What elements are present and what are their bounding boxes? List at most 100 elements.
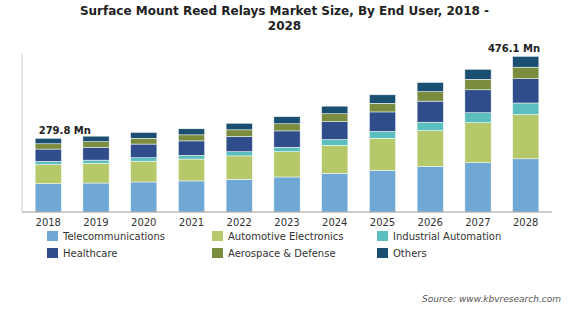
annotation: 279.8 Mn <box>39 125 91 136</box>
bar-segment <box>274 152 300 177</box>
bar-segment <box>226 156 252 179</box>
bar-segment <box>513 103 539 115</box>
bar-segment <box>417 166 443 212</box>
bar-segment <box>35 138 61 143</box>
legend-swatch <box>47 231 58 241</box>
x-tick-label: 2022 <box>227 217 252 228</box>
bar-segment <box>131 144 157 158</box>
title-line: 2028 <box>268 19 301 33</box>
x-axis <box>22 212 552 213</box>
bar-segment <box>178 155 204 159</box>
bar-segment <box>369 112 395 131</box>
bar-segment <box>226 136 252 151</box>
bar-segment <box>226 179 252 212</box>
bar-segment <box>35 149 61 161</box>
bar-segment <box>131 138 157 144</box>
source: Source: www.kbvresearch.com <box>422 294 561 304</box>
bar-segment <box>35 165 61 184</box>
bar-segment <box>178 159 204 181</box>
bar-segment <box>274 147 300 151</box>
bar-segment <box>226 130 252 137</box>
bar-segment <box>178 141 204 155</box>
bar-segment <box>417 82 443 91</box>
bar-segment <box>131 132 157 138</box>
bar-segment <box>465 90 491 113</box>
legend-swatch <box>47 248 58 258</box>
bar-segment <box>417 101 443 122</box>
chart: Surface Mount Reed Relays Market Size, B… <box>0 0 569 310</box>
bar-segment <box>131 161 157 182</box>
bar-segment <box>178 181 204 212</box>
x-tick-label: 2024 <box>322 217 347 228</box>
x-tick-label: 2026 <box>418 217 443 228</box>
y-axis <box>22 54 23 212</box>
bar-segment <box>513 67 539 79</box>
legend-swatch <box>377 248 388 258</box>
bar-segment <box>513 115 539 159</box>
bar-segment <box>83 183 109 212</box>
legend-swatch <box>212 231 223 241</box>
bar-segment <box>369 103 395 112</box>
bar-segment <box>35 144 61 149</box>
legend-label: Industrial Automation <box>393 231 501 242</box>
bar-segment <box>369 95 395 103</box>
bar-segment <box>322 106 348 114</box>
bar-segment <box>274 124 300 131</box>
legend-swatch <box>377 231 388 241</box>
bar-segment <box>226 123 252 130</box>
bar-segment <box>465 123 491 163</box>
bar-segment <box>178 129 204 135</box>
title-line: Surface Mount Reed Relays Market Size, B… <box>80 4 489 18</box>
bar-segment <box>417 92 443 101</box>
bar-segment <box>465 163 491 212</box>
bar-segment <box>465 79 491 90</box>
legend-label: Healthcare <box>63 248 118 259</box>
bar-segment <box>178 135 204 141</box>
legend-label: Automotive Electronics <box>228 231 344 242</box>
x-tick-label: 2025 <box>370 217 395 228</box>
legend-label: Aerospace & Defense <box>228 248 336 259</box>
bar-segment <box>35 161 61 164</box>
bar-segment <box>417 122 443 130</box>
bar-segment <box>322 145 348 173</box>
x-tick-label: 2021 <box>179 217 204 228</box>
bar-segment <box>465 69 491 79</box>
bar-segment <box>274 117 300 124</box>
bar-segment <box>226 152 252 156</box>
x-tick-label: 2019 <box>83 217 108 228</box>
legend-label: Telecommunications <box>62 231 165 242</box>
bar-segment <box>322 114 348 122</box>
bar-segment <box>465 113 491 123</box>
bar-segment <box>274 177 300 212</box>
x-tick-label: 2023 <box>274 217 299 228</box>
bar-segment <box>322 122 348 140</box>
bar-segment <box>83 163 109 183</box>
x-tick-label: 2020 <box>131 217 156 228</box>
bar-segment <box>274 131 300 147</box>
title: Surface Mount Reed Relays Market Size, B… <box>80 4 489 33</box>
bar-segment <box>83 136 109 142</box>
bar-segment <box>513 159 539 212</box>
legend-label: Others <box>393 248 427 259</box>
legend: Telecommunications Automotive Electronics… <box>47 231 501 259</box>
x-tick-label: 2028 <box>513 217 538 228</box>
bar-segment <box>369 170 395 212</box>
bar-segment <box>513 79 539 103</box>
bars <box>35 56 539 212</box>
bar-segment <box>83 160 109 163</box>
bar-segment <box>131 182 157 212</box>
bar-segment <box>35 184 61 212</box>
legend-swatch <box>212 248 223 258</box>
bar-segment <box>369 138 395 170</box>
bar-segment <box>83 147 109 160</box>
x-tick-label: 2027 <box>465 217 490 228</box>
bar-segment <box>131 158 157 161</box>
annotation: 476.1 Mn <box>488 43 540 54</box>
bar-segment <box>322 140 348 146</box>
bar-segment <box>83 142 109 148</box>
bar-segment <box>417 131 443 167</box>
bar-segment <box>369 131 395 138</box>
bar-segment <box>322 174 348 212</box>
x-tick-label: 2018 <box>36 217 61 228</box>
bar-segment <box>513 56 539 67</box>
